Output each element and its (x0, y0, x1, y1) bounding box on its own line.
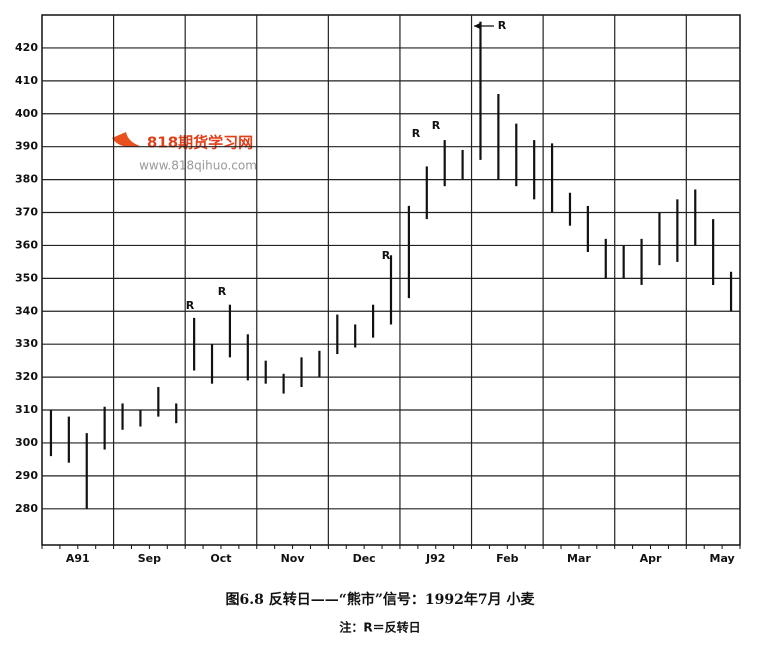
y-tick-label: 390 (15, 140, 38, 153)
y-tick-label: 410 (15, 74, 38, 87)
annotation: R (412, 127, 421, 140)
y-tick-label: 330 (15, 337, 38, 350)
x-tick-label: Mar (567, 552, 591, 565)
x-tick-label: A91 (66, 552, 90, 565)
x-tick-label: Oct (210, 552, 231, 565)
y-tick-label: 400 (15, 107, 38, 120)
annotation: R (382, 249, 391, 262)
x-tick-label: May (710, 552, 735, 565)
y-tick-label: 360 (15, 238, 38, 251)
y-tick-label: 300 (15, 436, 38, 449)
x-tick-label: J92 (425, 552, 445, 565)
x-tick-label: Sep (138, 552, 161, 565)
y-tick-label: 310 (15, 403, 38, 416)
x-tick-label: Apr (640, 552, 662, 565)
annotation: R (218, 285, 227, 298)
y-tick-label: 420 (15, 41, 38, 54)
x-tick-label: Feb (496, 552, 519, 565)
x-tick-label: Nov (281, 552, 306, 565)
watermark-title: 818期货学习网 (147, 134, 253, 152)
y-tick-label: 280 (15, 502, 38, 515)
annotation: R (186, 299, 195, 312)
watermark-url: www.818qihuo.com (139, 159, 257, 173)
y-tick-label: 380 (15, 173, 38, 186)
annotation: R (498, 19, 507, 32)
y-tick-label: 320 (15, 370, 38, 383)
y-tick-label: 350 (15, 271, 38, 284)
caption: 图6.8 反转日——“熊市”信号：1992年7月 小麦 (226, 591, 536, 608)
x-tick-label: Dec (353, 552, 376, 565)
annotation-arrow-head (474, 23, 480, 29)
annotation: R (432, 119, 441, 132)
y-tick-label: 370 (15, 206, 38, 219)
y-tick-label: 340 (15, 304, 38, 317)
plot-frame (41, 14, 741, 546)
note: 注：R＝反转日 (339, 620, 420, 635)
y-tick-label: 290 (15, 469, 38, 482)
watermark-logo (112, 132, 140, 147)
